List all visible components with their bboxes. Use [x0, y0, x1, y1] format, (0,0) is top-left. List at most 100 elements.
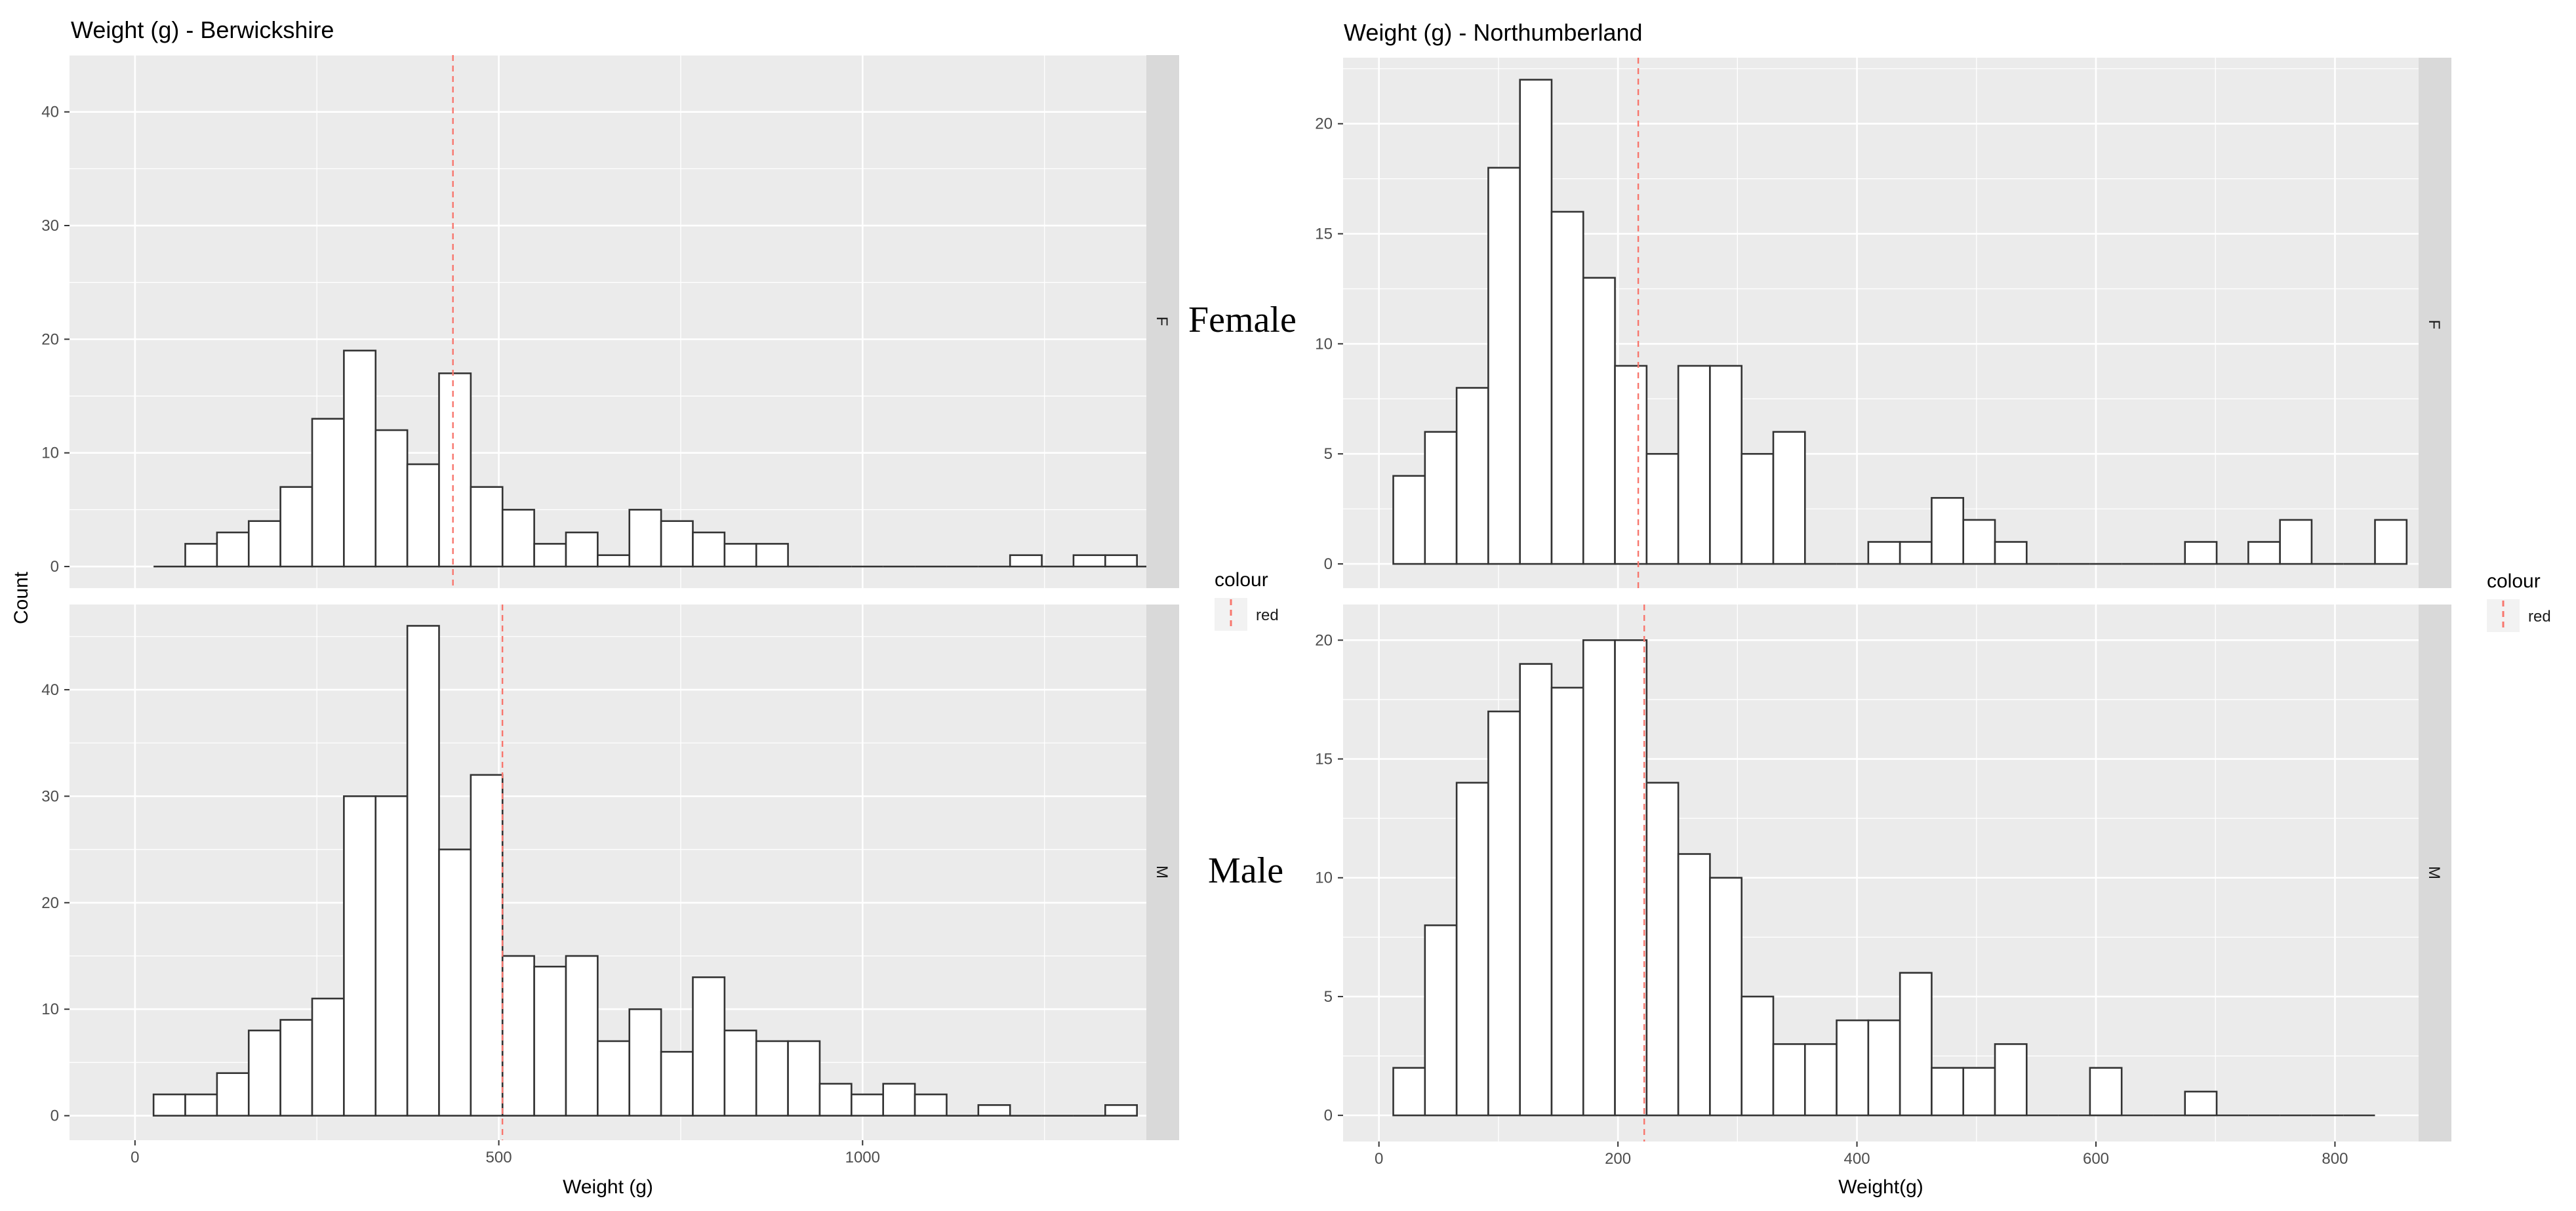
- histogram-bar: [1741, 452, 1775, 565]
- strip-label-male: M: [2425, 866, 2443, 879]
- histogram-bar: [1392, 1067, 1426, 1117]
- x-tick-label: 0: [1375, 1150, 1383, 1168]
- berwickshire-x-axis: 0 500 1000: [131, 1140, 880, 1166]
- x-tick-label: 400: [1844, 1150, 1870, 1168]
- y-tick-label: 0: [50, 1107, 59, 1125]
- histogram-bar: [247, 520, 281, 568]
- histogram-bar: [311, 997, 345, 1117]
- histogram-bar: [1009, 554, 1043, 568]
- x-tick-label: 600: [2083, 1150, 2109, 1168]
- histogram-bar: [374, 795, 409, 1117]
- histogram-bar: [597, 554, 631, 568]
- x-tick-label: 0: [131, 1149, 139, 1166]
- y-tick-label: 20: [1315, 631, 1333, 649]
- histogram-bar: [2247, 541, 2281, 565]
- strip-label-female: F: [1153, 317, 1171, 327]
- histogram-bar: [1645, 452, 1680, 565]
- northumberland-bottom-y-axis: 0 5 10 15 20: [1315, 631, 1343, 1124]
- berwickshire-bottom-y-axis: 0 10 20 30 40: [41, 681, 70, 1125]
- berwickshire-bottom-strip: M: [1146, 605, 1179, 1140]
- histogram-bar: [1550, 210, 1584, 565]
- histogram-bar: [565, 531, 599, 568]
- y-tick-label: 40: [41, 104, 59, 121]
- strip-label-female: F: [2425, 320, 2443, 330]
- y-tick-label: 10: [1315, 335, 1333, 353]
- histogram-bar: [184, 543, 218, 568]
- histogram-bar: [1614, 639, 1648, 1117]
- histogram-bar: [184, 1093, 218, 1117]
- histogram-bar: [787, 1040, 821, 1117]
- berwickshire-bottom-panel: [70, 605, 1146, 1140]
- histogram-bar: [152, 1093, 186, 1117]
- northumberland-x-axis: 0 200 400 600 800: [1375, 1142, 2348, 1168]
- x-tick-label: 1000: [845, 1149, 880, 1166]
- y-tick-label: 30: [41, 217, 59, 235]
- y-tick-label: 5: [1324, 988, 1333, 1006]
- histogram-bar: [628, 509, 662, 568]
- histogram-bar: [818, 1082, 853, 1117]
- y-tick-label: 10: [41, 445, 59, 462]
- y-tick-label: 40: [41, 681, 59, 699]
- histogram-bar: [1836, 1019, 1870, 1117]
- northumberland-x-axis-label: Weight(g): [1838, 1176, 1923, 1198]
- histogram-bar: [2184, 1090, 2218, 1117]
- histogram-bar: [723, 1029, 757, 1117]
- histogram-bar: [1772, 1043, 1806, 1117]
- histogram-bar: [343, 795, 377, 1117]
- legend-title: colour: [2487, 570, 2541, 592]
- histogram-bar: [723, 543, 757, 568]
- y-tick-label: 15: [1315, 226, 1333, 243]
- histogram-bar: [279, 486, 313, 568]
- female-annotation: Female: [1188, 300, 1297, 340]
- strip-label-male: M: [1153, 865, 1171, 879]
- histogram-bar: [1994, 541, 2028, 565]
- y-axis-label: Count: [10, 571, 32, 624]
- y-tick-label: 0: [50, 558, 59, 576]
- histogram-bar: [1803, 1043, 1838, 1117]
- histogram-bar: [1519, 663, 1553, 1117]
- histogram-bar: [533, 543, 567, 568]
- histogram-bar: [247, 1029, 281, 1117]
- histogram-bar: [2089, 1067, 2123, 1117]
- histogram-bar: [501, 509, 535, 568]
- histogram-bar: [406, 625, 440, 1117]
- histogram-bar: [565, 955, 599, 1117]
- histogram-bar: [1772, 431, 1806, 565]
- histogram-bar: [2184, 541, 2218, 565]
- histogram-bar: [533, 965, 567, 1117]
- histogram-bar: [1519, 79, 1553, 565]
- histogram-bar: [1931, 497, 1965, 565]
- histogram-bar: [692, 976, 726, 1117]
- y-tick-label: 10: [41, 1001, 59, 1018]
- histogram-bar: [1741, 995, 1775, 1117]
- histogram-bar: [1962, 519, 1996, 565]
- northumberland-title: Weight (g) - Northumberland: [1344, 19, 1643, 46]
- histogram-bar: [882, 1082, 916, 1117]
- histogram-bar: [1582, 277, 1616, 565]
- histogram-bar: [1962, 1067, 1996, 1117]
- histogram-bar: [470, 486, 504, 568]
- histogram-bar: [1550, 686, 1584, 1117]
- histogram-bar: [1931, 1067, 1965, 1117]
- y-tick-label: 0: [1324, 1107, 1333, 1124]
- northumberland-top-y-axis: 0 5 10 15 20: [1315, 115, 1343, 573]
- histogram-bar: [501, 955, 535, 1117]
- histogram-bar: [438, 372, 472, 568]
- histogram-bar: [2279, 519, 2313, 565]
- y-tick-label: 20: [1315, 115, 1333, 133]
- x-tick-label: 500: [486, 1149, 512, 1166]
- histogram-bar: [1487, 167, 1521, 565]
- histogram-bar: [660, 520, 694, 568]
- y-tick-label: 5: [1324, 445, 1333, 463]
- y-tick-label: 30: [41, 787, 59, 805]
- northumberland-bottom-strip: M: [2419, 605, 2451, 1142]
- histogram-bar: [1487, 710, 1521, 1117]
- histogram-bar: [406, 463, 440, 568]
- histogram-bar: [660, 1050, 694, 1117]
- x-tick-label: 200: [1605, 1150, 1631, 1168]
- berwickshire-top-strip: F: [1146, 55, 1179, 588]
- berwickshire-top-y-axis: 0 10 20 30 40: [41, 104, 70, 576]
- histogram-bar: [1677, 853, 1711, 1117]
- berwickshire-top-panel: [70, 54, 1169, 588]
- histogram-bar: [1899, 972, 1933, 1117]
